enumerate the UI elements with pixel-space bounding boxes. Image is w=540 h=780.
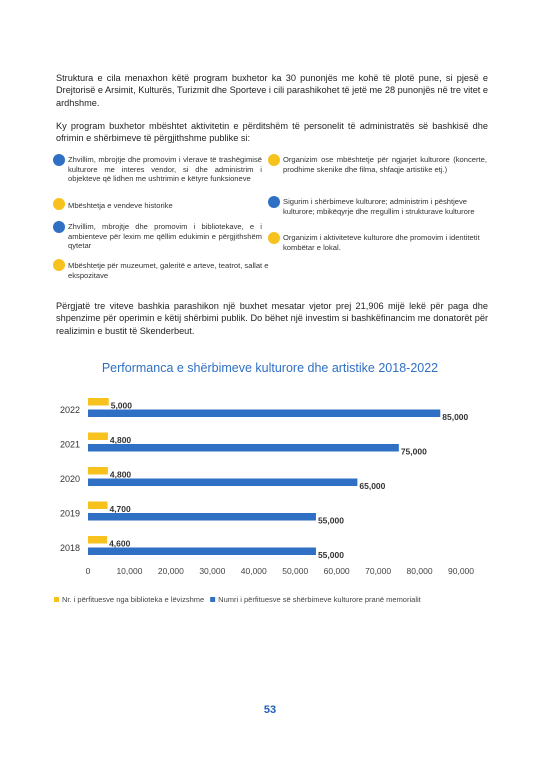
data-label: 85,000 — [442, 412, 468, 422]
bar-library — [88, 467, 108, 475]
bar-library — [88, 501, 108, 509]
legend-swatch — [54, 597, 59, 602]
bar-memorial — [88, 547, 316, 555]
intro-paragraph-1: Struktura e cila menaxhon këtë program b… — [56, 73, 489, 108]
service-text: Organizim ose mbështetje për ngjarjet ku… — [283, 155, 487, 174]
data-label: 55,000 — [318, 550, 344, 560]
service-item: Organizim i aktiviteteve kulturore dhe p… — [283, 233, 487, 252]
bar-library — [88, 398, 109, 406]
service-text: Zhvillim, mbrojtje dhe promovim i vlerav… — [68, 155, 262, 184]
service-item: Sigurim i shërbimeve kulturore; administ… — [283, 197, 487, 216]
data-label: 75,000 — [401, 447, 427, 457]
service-bullet-icon — [268, 196, 280, 208]
intro-paragraph-2: Ky program buxhetor mbështet aktivitetin… — [56, 121, 488, 144]
service-text: Mbështetja e vendeve historike — [68, 201, 173, 210]
data-label: 4,800 — [110, 470, 132, 480]
bar-library — [88, 536, 108, 544]
service-item: Zhvillim, mbrojtje dhe promovim i vlerav… — [68, 155, 262, 184]
chart-title: Performanca e shërbimeve kulturore dhe a… — [102, 361, 438, 375]
x-tick-label: 20,000 — [158, 566, 184, 576]
bar-memorial — [88, 478, 358, 486]
data-label: 4,800 — [110, 435, 132, 445]
service-item: Organizim ose mbështetje për ngjarjet ku… — [283, 155, 487, 174]
service-bullet-icon — [53, 259, 65, 271]
data-label: 4,700 — [109, 504, 131, 514]
service-item: Mbështetja e vendeve historike — [68, 201, 262, 211]
x-tick-label: 0 — [86, 566, 91, 576]
x-tick-label: 60,000 — [324, 566, 350, 576]
legend-swatch — [210, 597, 216, 602]
service-item: Mbështetje për muzeumet, galeritë e arte… — [68, 261, 278, 280]
performance-bar-chart: Performanca e shërbimeve kulturore dhe a… — [54, 361, 474, 604]
legend-label: Nr. i përfituesve nga biblioteka e lëviz… — [62, 595, 204, 604]
category-label: 2021 — [60, 440, 80, 450]
bar-memorial — [88, 444, 399, 452]
data-label: 5,000 — [111, 401, 133, 411]
service-text: Organizim i aktiviteteve kulturore dhe p… — [283, 233, 480, 252]
service-bullet-icon — [53, 198, 65, 210]
x-tick-label: 90,000 — [448, 566, 474, 576]
page-number: 53 — [263, 704, 277, 716]
category-label: 2022 — [60, 405, 80, 415]
service-text: Mbështetje për muzeumet, galeritë e arte… — [68, 261, 269, 280]
x-tick-label: 50,000 — [282, 566, 308, 576]
service-bullet-icon — [53, 154, 65, 166]
service-text: Sigurim i shërbimeve kulturore; administ… — [283, 197, 475, 216]
service-bullet-icon — [53, 221, 65, 233]
x-tick-label: 80,000 — [407, 566, 433, 576]
data-label: 55,000 — [318, 516, 344, 526]
category-label: 2020 — [60, 474, 80, 484]
service-bullet-icon — [268, 232, 280, 244]
data-label: 4,600 — [109, 539, 131, 549]
x-tick-label: 30,000 — [199, 566, 225, 576]
x-tick-label: 40,000 — [241, 566, 267, 576]
bar-library — [88, 432, 108, 440]
service-item: Zhvillim, mbrojtje dhe promovim i biblio… — [68, 222, 262, 251]
service-bullet-icon — [268, 154, 280, 166]
bar-memorial — [88, 409, 441, 417]
legend-label: Numri i përfituesve së shërbimeve kultur… — [218, 595, 421, 604]
data-label: 65,000 — [359, 481, 385, 491]
x-tick-label: 70,000 — [365, 566, 391, 576]
x-tick-label: 10,000 — [116, 566, 142, 576]
budget-paragraph: Përgjatë tre viteve bashkia parashikon n… — [56, 301, 488, 336]
category-label: 2018 — [60, 543, 80, 553]
service-text: Zhvillim, mbrojtje dhe promovim i biblio… — [68, 222, 262, 251]
bar-memorial — [88, 513, 316, 521]
category-label: 2019 — [60, 509, 80, 519]
